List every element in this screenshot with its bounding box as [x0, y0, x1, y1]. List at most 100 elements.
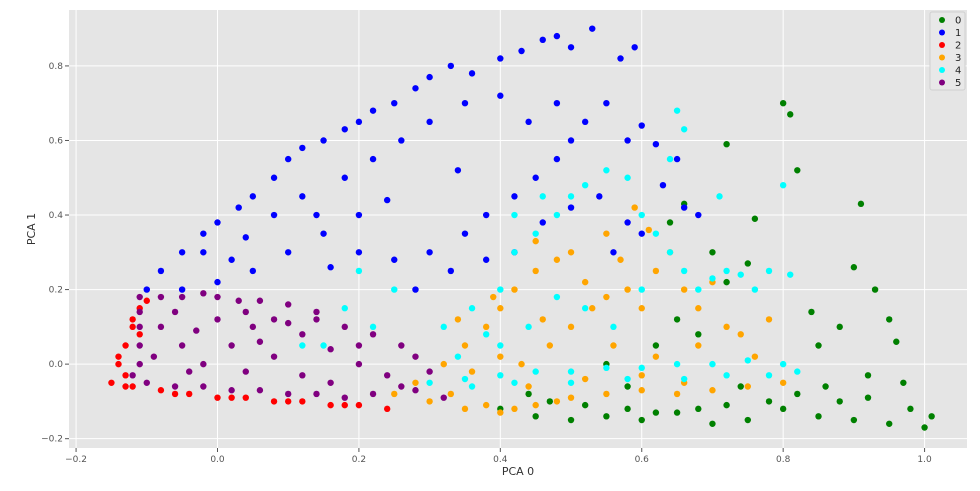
data-point	[136, 342, 143, 349]
data-point	[553, 293, 561, 301]
data-point	[744, 383, 752, 390]
data-point	[539, 219, 546, 226]
data-point	[673, 316, 681, 323]
data-point	[836, 323, 843, 331]
data-point	[129, 372, 136, 379]
data-point	[532, 174, 539, 181]
data-point	[398, 137, 405, 144]
data-point	[794, 167, 801, 174]
data-point	[765, 398, 773, 405]
data-point	[624, 405, 631, 413]
data-point	[907, 405, 914, 413]
series-5	[129, 290, 447, 401]
data-point	[129, 323, 136, 331]
data-point	[497, 92, 504, 99]
data-point	[327, 264, 334, 271]
data-point	[673, 360, 681, 368]
data-point	[546, 398, 554, 405]
axis-ticks: −0.2 0.0 0.2 0.4 0.6 0.8 1.0 −0.2 0.0 0.2 0.4 0.6 0.…	[41, 62, 932, 465]
data-point	[673, 155, 681, 163]
data-point	[355, 118, 363, 126]
data-point	[412, 353, 419, 360]
data-point	[284, 390, 292, 398]
data-point	[525, 118, 532, 126]
data-point	[765, 372, 773, 379]
data-point	[581, 375, 589, 383]
data-point	[468, 383, 476, 390]
data-point	[695, 405, 702, 413]
data-point	[864, 394, 872, 401]
data-point	[497, 305, 504, 312]
data-point	[511, 211, 518, 219]
data-point	[695, 331, 702, 338]
data-point	[709, 360, 716, 368]
data-point	[652, 353, 660, 360]
data-point	[299, 342, 306, 349]
data-point	[447, 62, 455, 70]
data-point	[666, 155, 674, 163]
data-point	[369, 107, 377, 114]
series-1	[143, 25, 702, 293]
data-point	[532, 267, 539, 275]
data-point	[603, 364, 610, 372]
data-point	[567, 44, 575, 51]
data-point	[567, 416, 575, 424]
data-point	[497, 286, 504, 293]
data-point	[249, 267, 257, 275]
data-point	[603, 293, 610, 301]
data-point	[284, 249, 292, 256]
x-tick-label: 0.6	[635, 455, 650, 465]
data-point	[299, 398, 306, 405]
data-point	[673, 107, 681, 114]
data-point	[645, 226, 653, 234]
x-axis-label: PCA 0	[502, 465, 534, 478]
data-point	[589, 25, 596, 32]
data-point	[369, 155, 377, 163]
data-point	[200, 383, 207, 390]
data-point	[815, 342, 822, 349]
data-point	[341, 174, 348, 181]
data-point	[596, 193, 603, 200]
data-point	[200, 360, 207, 368]
data-point	[610, 249, 617, 256]
data-point	[440, 323, 447, 331]
legend-label: 0	[955, 16, 961, 27]
data-point	[228, 394, 235, 401]
data-point	[242, 394, 249, 401]
data-point	[200, 249, 207, 256]
data-point	[482, 211, 490, 219]
data-point	[567, 379, 575, 386]
data-point	[525, 383, 532, 390]
data-point	[723, 401, 730, 409]
series-2	[108, 297, 391, 413]
series-0	[497, 99, 935, 431]
data-point	[398, 342, 405, 349]
data-point	[787, 271, 794, 278]
data-point	[751, 286, 759, 293]
data-point	[581, 305, 589, 312]
data-point	[157, 267, 165, 275]
data-point	[779, 182, 787, 189]
data-point	[532, 413, 539, 420]
data-point	[369, 390, 377, 398]
data-point	[186, 390, 193, 398]
legend-marker	[939, 79, 945, 86]
data-point	[765, 267, 773, 275]
data-point	[320, 230, 327, 237]
data-point	[249, 193, 257, 200]
data-point	[200, 290, 207, 297]
data-point	[122, 372, 129, 379]
data-point	[391, 256, 398, 263]
data-point	[242, 368, 249, 375]
data-point	[284, 398, 292, 405]
data-point	[652, 140, 660, 148]
data-point	[638, 122, 645, 129]
data-point	[624, 375, 631, 383]
data-point	[886, 316, 893, 323]
data-point	[454, 167, 462, 174]
data-point	[638, 286, 645, 293]
data-point	[723, 267, 730, 275]
data-point	[214, 278, 221, 286]
data-point	[695, 342, 702, 349]
